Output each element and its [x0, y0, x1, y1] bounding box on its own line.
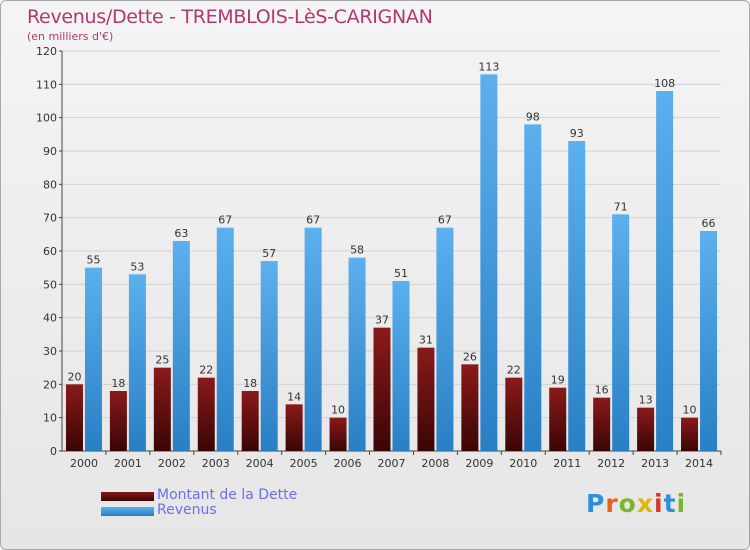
debt-bar — [417, 347, 435, 451]
revenue-value-label: 51 — [394, 267, 408, 280]
x-tick-label: 2002 — [158, 457, 186, 470]
debt-bar — [153, 367, 171, 451]
revenue-bar — [348, 257, 366, 451]
revenue-bar — [260, 261, 278, 451]
x-tick-label: 2010 — [509, 457, 537, 470]
debt-value-label: 10 — [683, 404, 697, 417]
legend-swatch-debt — [101, 492, 154, 501]
y-tick-label: 70 — [43, 212, 57, 225]
debt-value-label: 13 — [639, 394, 653, 407]
revenue-value-label: 108 — [654, 77, 675, 90]
revenue-bar — [304, 227, 322, 451]
debt-value-label: 25 — [155, 354, 169, 367]
y-tick-label: 10 — [43, 412, 57, 425]
revenue-bar — [392, 281, 410, 451]
revenue-value-label: 66 — [702, 217, 716, 230]
x-tick-label: 2014 — [685, 457, 713, 470]
debt-value-label: 18 — [243, 377, 257, 390]
revenue-value-label: 67 — [306, 214, 320, 227]
legend-label-revenue: Revenus — [157, 502, 217, 518]
revenue-value-label: 67 — [438, 214, 452, 227]
y-tick-label: 60 — [43, 245, 57, 258]
debt-value-label: 18 — [111, 377, 125, 390]
debt-bar — [109, 391, 127, 451]
debt-value-label: 20 — [67, 370, 81, 383]
revenue-bar — [480, 74, 498, 451]
legend-label-debt: Montant de la Dette — [157, 487, 298, 503]
x-tick-label: 2008 — [421, 457, 449, 470]
x-tick-label: 2001 — [114, 457, 142, 470]
x-tick-label: 2011 — [553, 457, 581, 470]
revenue-value-label: 57 — [262, 247, 276, 260]
debt-bar — [329, 417, 347, 451]
debt-value-label: 19 — [551, 374, 565, 387]
debt-bar — [373, 327, 391, 451]
y-tick-label: 120 — [36, 45, 57, 58]
debt-value-label: 26 — [463, 350, 477, 363]
y-tick-label: 110 — [36, 78, 57, 91]
y-tick-label: 90 — [43, 145, 57, 158]
x-tick-label: 2005 — [290, 457, 318, 470]
revenue-value-label: 93 — [570, 127, 584, 140]
revenue-value-label: 55 — [86, 254, 100, 267]
debt-bar — [65, 384, 83, 451]
x-tick-label: 2004 — [246, 457, 274, 470]
revenue-bar — [612, 214, 630, 451]
revenue-bar — [128, 274, 146, 451]
revenue-bar — [568, 141, 586, 451]
y-tick-label: 30 — [43, 345, 57, 358]
x-tick-label: 2000 — [70, 457, 98, 470]
revenue-bar — [436, 227, 454, 451]
revenue-value-label: 67 — [218, 214, 232, 227]
debt-bar — [681, 417, 699, 451]
chart-subtitle: (en milliers d'€) — [27, 30, 114, 43]
debt-value-label: 10 — [331, 404, 345, 417]
debt-value-label: 16 — [595, 384, 609, 397]
debt-value-label: 31 — [419, 334, 433, 347]
revenue-value-label: 98 — [526, 110, 540, 123]
revenue-bar — [84, 267, 102, 451]
debt-value-label: 37 — [375, 314, 389, 327]
debt-bar — [461, 364, 479, 451]
x-tick-label: 2012 — [597, 457, 625, 470]
revenue-bar — [656, 91, 674, 451]
revenue-bar — [524, 124, 542, 451]
revenue-value-label: 71 — [614, 200, 628, 213]
y-tick-label: 50 — [43, 278, 57, 291]
debt-bar — [241, 391, 259, 451]
y-tick-label: 40 — [43, 312, 57, 325]
x-tick-label: 2007 — [378, 457, 406, 470]
debt-bar — [285, 404, 303, 451]
x-tick-label: 2006 — [334, 457, 362, 470]
debt-bar — [593, 397, 611, 451]
debt-bar — [549, 387, 567, 451]
x-tick-label: 2003 — [202, 457, 230, 470]
debt-bar — [505, 377, 523, 451]
chart-title: Revenus/Dette - TREMBLOIS-LèS-CARIGNAN — [27, 6, 433, 28]
debt-value-label: 14 — [287, 390, 301, 403]
debt-bar — [637, 407, 655, 451]
revenue-value-label: 58 — [350, 244, 364, 257]
revenue-value-label: 53 — [130, 260, 144, 273]
revenue-bar — [216, 227, 234, 451]
debt-bar — [197, 377, 215, 451]
revenue-value-label: 113 — [478, 60, 499, 73]
proxiti-logo: Proxiti — [586, 489, 687, 518]
y-tick-label: 100 — [36, 112, 57, 125]
y-tick-label: 80 — [43, 178, 57, 191]
x-tick-label: 2013 — [641, 457, 669, 470]
revenue-bar — [700, 231, 718, 451]
revenue-bar — [172, 241, 190, 451]
legend-swatch-revenue — [101, 507, 154, 516]
debt-value-label: 22 — [507, 364, 521, 377]
y-tick-label: 20 — [43, 378, 57, 391]
debt-value-label: 22 — [199, 364, 213, 377]
x-tick-label: 2009 — [465, 457, 493, 470]
y-tick-label: 0 — [50, 445, 57, 458]
revenue-value-label: 63 — [174, 227, 188, 240]
